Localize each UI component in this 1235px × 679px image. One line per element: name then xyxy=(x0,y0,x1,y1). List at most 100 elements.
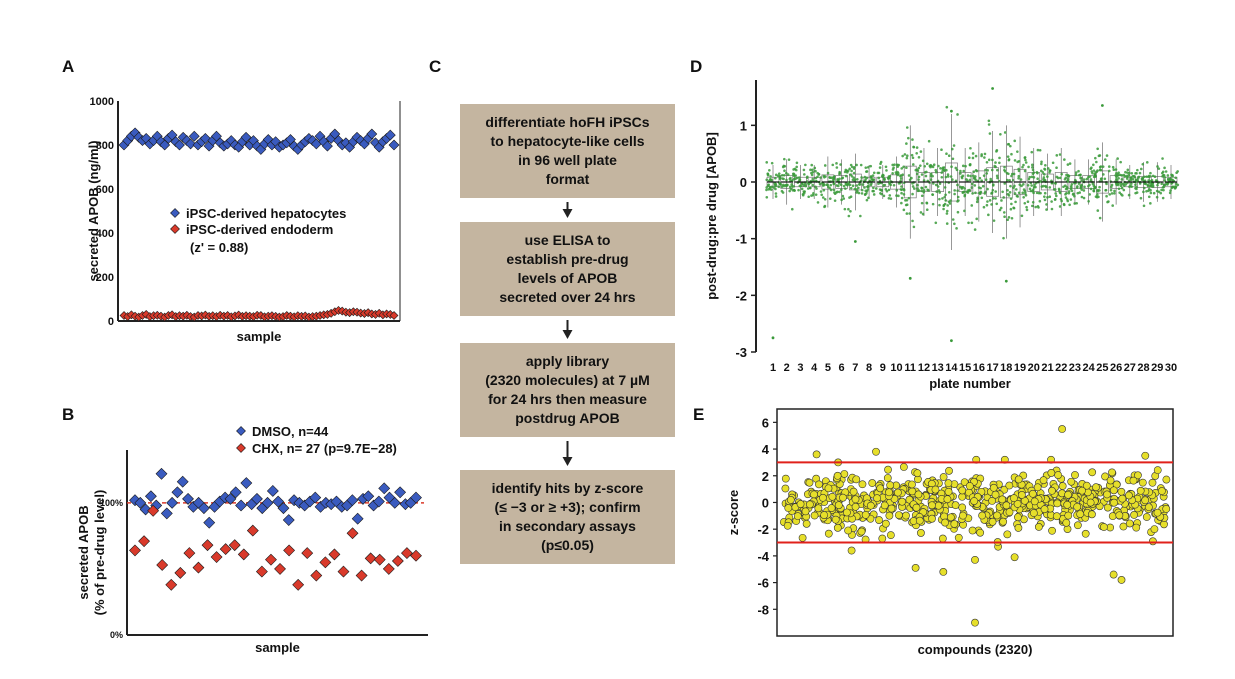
plate-point xyxy=(792,172,796,176)
plate-point xyxy=(848,167,851,171)
plate-point xyxy=(991,188,995,192)
plate-point xyxy=(931,174,934,178)
plate-point xyxy=(916,187,919,190)
plate-point xyxy=(847,182,850,186)
plate-point xyxy=(790,207,794,211)
plate-point xyxy=(956,183,959,187)
plate-point xyxy=(1046,196,1049,199)
compound-point xyxy=(968,526,977,535)
plate-point xyxy=(1017,167,1020,171)
endoderm-point xyxy=(389,311,399,320)
plate-point xyxy=(1095,193,1099,197)
compound-point xyxy=(1048,486,1056,495)
plate-point xyxy=(1003,215,1006,219)
plate-point xyxy=(838,190,841,194)
compound-point xyxy=(844,526,853,535)
plate-point xyxy=(895,172,898,176)
plate-point xyxy=(1031,163,1034,167)
compound-point xyxy=(1076,510,1085,518)
dmso-point xyxy=(144,490,157,503)
plate-point xyxy=(769,175,772,178)
compound-outlier xyxy=(971,618,979,627)
plate-point xyxy=(1111,204,1114,207)
plate-point xyxy=(990,203,993,206)
compound-point xyxy=(1134,471,1142,480)
plate-point xyxy=(1019,178,1023,181)
plate-point xyxy=(1161,157,1164,160)
chx-point xyxy=(255,565,268,578)
compound-point xyxy=(1052,512,1061,521)
plate-point xyxy=(978,176,982,180)
compound-point xyxy=(796,500,805,508)
plate-point xyxy=(932,163,936,167)
panel-b-ytick: 100% xyxy=(100,498,123,508)
plate-point xyxy=(959,172,962,175)
plate-point xyxy=(1048,169,1052,172)
chx-point xyxy=(283,544,296,557)
plate-point xyxy=(1059,197,1063,201)
plate-point xyxy=(891,163,894,167)
plate-point xyxy=(966,174,970,177)
compound-point xyxy=(1013,499,1022,508)
plate-point xyxy=(828,176,832,180)
compound-point xyxy=(978,511,987,520)
plate-point xyxy=(905,166,908,170)
compound-point xyxy=(1138,478,1147,487)
plate-point xyxy=(1142,204,1146,208)
plate-point xyxy=(1007,216,1011,219)
plate-point xyxy=(956,189,959,192)
plate-point xyxy=(836,177,839,181)
plate-point xyxy=(841,194,845,198)
plate-point xyxy=(823,164,827,167)
plate-point xyxy=(946,204,949,207)
plate-point xyxy=(919,211,923,214)
plate-point xyxy=(795,165,799,169)
plate-point xyxy=(835,184,838,187)
plate-point xyxy=(1082,196,1086,200)
panel-e-ytick: 2 xyxy=(762,469,769,484)
plate-point xyxy=(1163,183,1167,187)
panel-d-xtick: 5 xyxy=(825,362,831,374)
plate-point xyxy=(883,183,887,187)
compound-point xyxy=(839,493,847,502)
plate-point xyxy=(950,147,954,151)
chx-point xyxy=(183,547,196,559)
plate-point xyxy=(1005,171,1009,175)
plate-point xyxy=(766,184,770,187)
compound-point xyxy=(939,473,948,481)
plate-point xyxy=(841,176,845,180)
panel-a-ytick: 600 xyxy=(96,184,114,196)
hepatocyte-point xyxy=(388,139,400,151)
plate-point xyxy=(1009,197,1013,200)
plate-outlier xyxy=(1100,104,1104,107)
compound-point xyxy=(1110,498,1118,507)
plate-point xyxy=(1055,166,1058,170)
plate-point xyxy=(1088,193,1091,196)
compound-point xyxy=(914,490,923,499)
panel-d-xtick: 22 xyxy=(1055,362,1067,374)
panel-a-xlabel: sample xyxy=(237,329,282,344)
chx-point xyxy=(346,527,359,540)
plate-point xyxy=(1002,236,1005,240)
plate-point xyxy=(1161,196,1165,200)
plate-point xyxy=(1076,191,1080,195)
plate-point xyxy=(1117,176,1120,180)
plate-point xyxy=(900,191,903,195)
dmso-point xyxy=(388,496,401,509)
plate-point xyxy=(1007,158,1011,161)
plate-point xyxy=(828,186,832,190)
plate-point xyxy=(803,190,806,193)
plate-point xyxy=(777,185,781,189)
flow-step-box xyxy=(460,343,675,437)
plate-point xyxy=(946,173,950,176)
plate-point xyxy=(1087,175,1090,179)
plate-point xyxy=(878,166,882,169)
chx-point xyxy=(337,565,350,578)
plate-point xyxy=(1088,183,1091,187)
compound-point xyxy=(951,501,960,510)
chx-point xyxy=(165,578,178,591)
plate-point xyxy=(991,184,995,187)
plate-point xyxy=(895,189,899,192)
plate-point xyxy=(1094,175,1097,178)
panel-e-ytick: -8 xyxy=(757,602,769,617)
